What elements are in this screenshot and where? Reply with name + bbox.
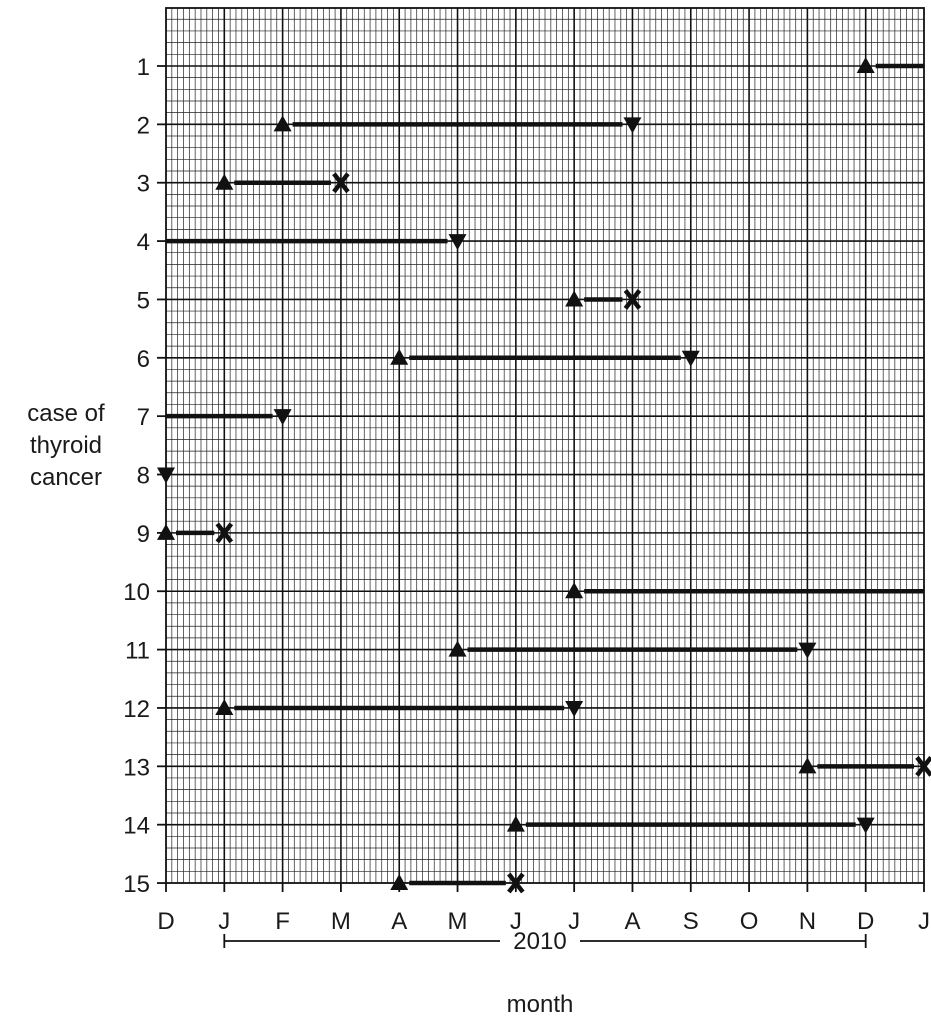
y-tick-label: 2 bbox=[137, 112, 150, 139]
y-tick-label: 7 bbox=[137, 404, 150, 431]
y-tick-label: 1 bbox=[137, 54, 150, 81]
x-tick-label: M bbox=[448, 908, 468, 935]
y-tick-label: 9 bbox=[137, 521, 150, 548]
x-tick-label: M bbox=[331, 908, 351, 935]
start-marker bbox=[273, 115, 292, 132]
end-marker bbox=[273, 409, 292, 426]
y-tick-label: 12 bbox=[123, 696, 150, 723]
end-marker bbox=[681, 350, 700, 367]
end-x-marker bbox=[915, 755, 931, 777]
x-tick-label: A bbox=[391, 908, 407, 935]
start-marker bbox=[390, 874, 409, 891]
y-tick-label: 3 bbox=[137, 171, 150, 198]
x-tick-label: J bbox=[568, 908, 580, 935]
end-marker bbox=[856, 817, 875, 834]
start-marker bbox=[506, 815, 525, 832]
y-tick-label: 10 bbox=[123, 579, 150, 606]
minor-grid bbox=[166, 8, 924, 884]
end-marker bbox=[448, 234, 467, 251]
y-tick-label: 15 bbox=[123, 871, 150, 898]
case-markers bbox=[157, 57, 931, 894]
y-axis-label-line-1: case of bbox=[27, 400, 105, 427]
year-label: 2010 bbox=[513, 928, 566, 955]
x-tick-label: J bbox=[510, 908, 522, 935]
start-marker bbox=[215, 698, 234, 715]
start-marker bbox=[565, 290, 584, 307]
x-tick-label: D bbox=[857, 908, 874, 935]
x-tick-label: J bbox=[218, 908, 230, 935]
end-marker bbox=[798, 642, 817, 659]
start-marker bbox=[390, 348, 409, 365]
x-tick-label: D bbox=[157, 908, 174, 935]
x-tick-label: A bbox=[624, 908, 640, 935]
y-tick-label: 5 bbox=[137, 287, 150, 314]
start-marker bbox=[215, 173, 234, 190]
major-grid bbox=[166, 8, 924, 883]
end-marker bbox=[623, 117, 642, 134]
year-bracket bbox=[223, 934, 867, 948]
end-x-marker bbox=[623, 289, 642, 310]
end-x-marker bbox=[215, 522, 234, 544]
start-marker bbox=[856, 57, 875, 73]
y-tick-label: 13 bbox=[123, 754, 150, 781]
end-x-marker bbox=[507, 872, 525, 894]
y-tick-label: 11 bbox=[125, 638, 150, 665]
end-marker bbox=[565, 700, 584, 717]
start-marker bbox=[157, 523, 175, 540]
y-tick-label: 14 bbox=[123, 813, 150, 840]
start-marker bbox=[448, 640, 467, 657]
case-duration-bars bbox=[166, 63, 924, 886]
x-tick-label: N bbox=[799, 908, 816, 935]
plot-border bbox=[165, 7, 925, 884]
y-axis-label-line-3: cancer bbox=[30, 464, 102, 491]
x-tick-label: S bbox=[683, 908, 699, 935]
x-tick-label: F bbox=[275, 908, 290, 935]
y-axis-label-line-2: thyroid bbox=[30, 432, 102, 459]
x-tick-label: O bbox=[740, 908, 759, 935]
plot-frame bbox=[157, 7, 925, 892]
y-tick-label: 4 bbox=[137, 229, 150, 256]
y-tick-label: 8 bbox=[137, 463, 150, 490]
x-tick-label: J bbox=[918, 908, 930, 935]
start-marker bbox=[798, 757, 817, 774]
start-marker bbox=[565, 582, 584, 599]
x-axis-label: month bbox=[507, 991, 574, 1018]
end-marker bbox=[157, 467, 175, 484]
y-tick-label: 6 bbox=[137, 346, 150, 373]
end-x-marker bbox=[332, 172, 350, 194]
